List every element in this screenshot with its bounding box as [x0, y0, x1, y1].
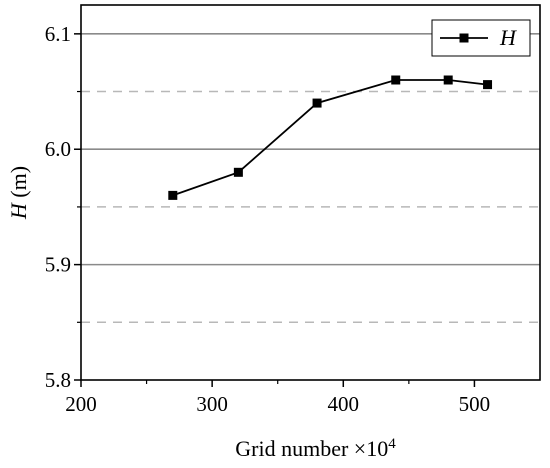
plot-frame — [80, 4, 541, 381]
x-axis-title-exponent: 4 — [388, 436, 396, 452]
data-point-marker — [443, 75, 453, 85]
legend-label: H — [499, 25, 517, 50]
y-axis-title: H (m) — [6, 166, 31, 220]
y-tick-label: 5.9 — [45, 253, 71, 277]
x-axis-title-text: Grid number ×10 — [235, 436, 388, 461]
legend: H — [431, 19, 531, 57]
data-point-marker — [233, 167, 243, 177]
y-tick-label: 6.0 — [45, 137, 71, 161]
y-axis-title-unit: (m) — [6, 166, 31, 203]
legend-marker — [459, 33, 469, 43]
x-tick-label: 200 — [65, 392, 97, 416]
data-series — [168, 75, 493, 200]
grid-lines — [81, 33, 540, 324]
data-point-marker — [312, 98, 322, 108]
data-point-marker — [168, 190, 178, 200]
y-tick-label: 5.8 — [45, 368, 71, 392]
data-point-marker — [483, 80, 493, 90]
x-tick-label: 400 — [328, 392, 360, 416]
y-tick-label: 6.1 — [45, 22, 71, 46]
series-line — [172, 79, 488, 197]
x-tick-label: 300 — [196, 392, 228, 416]
axis-ticks: 200 300 400 500 5.8 5.9 6.0 6.1 — [45, 22, 490, 416]
data-point-marker — [391, 75, 401, 85]
x-tick-label: 500 — [459, 392, 491, 416]
y-axis-title-symbol: H — [6, 202, 31, 220]
x-axis-title: Grid number ×104 — [235, 436, 396, 461]
